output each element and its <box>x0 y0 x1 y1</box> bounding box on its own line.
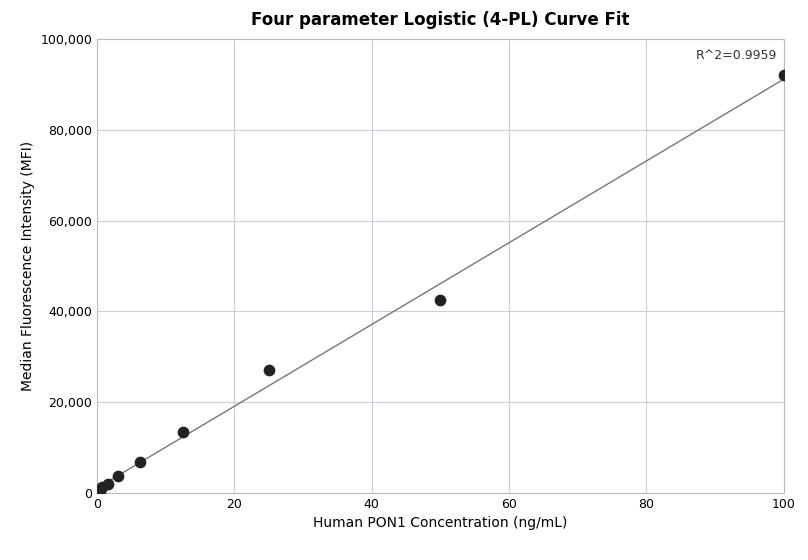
X-axis label: Human PON1 Concentration (ng/mL): Human PON1 Concentration (ng/mL) <box>314 516 567 530</box>
Point <box>262 366 275 375</box>
Point <box>176 427 189 436</box>
Title: Four parameter Logistic (4-PL) Curve Fit: Four parameter Logistic (4-PL) Curve Fit <box>251 11 629 29</box>
Point <box>777 71 790 80</box>
Point <box>434 296 447 305</box>
Point <box>96 483 109 492</box>
Point <box>112 471 125 480</box>
Y-axis label: Median Fluorescence Intensity (MFI): Median Fluorescence Intensity (MFI) <box>21 141 35 391</box>
Point <box>101 479 114 488</box>
Text: R^2=0.9959: R^2=0.9959 <box>696 49 776 62</box>
Point <box>133 458 146 466</box>
Point <box>93 486 106 495</box>
